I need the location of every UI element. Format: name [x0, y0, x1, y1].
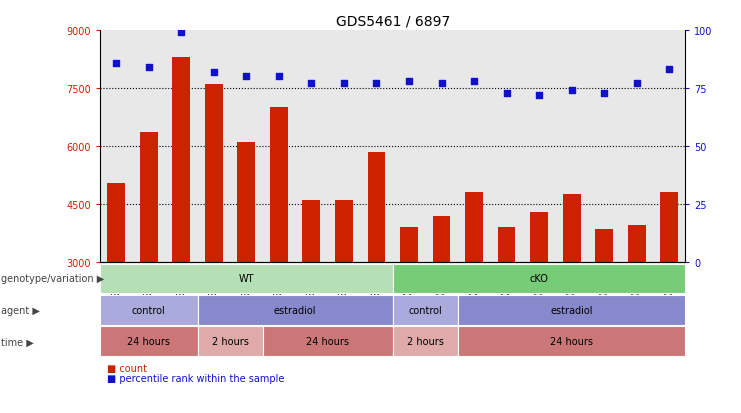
- Bar: [498, 228, 516, 262]
- Text: 2 hours: 2 hours: [212, 337, 248, 347]
- Title: GDS5461 / 6897: GDS5461 / 6897: [336, 14, 450, 28]
- Point: [534, 93, 545, 99]
- Bar: [302, 201, 320, 262]
- Text: genotype/variation ▶: genotype/variation ▶: [1, 274, 104, 284]
- Text: cKO: cKO: [530, 274, 548, 284]
- Text: 2 hours: 2 hours: [407, 337, 444, 347]
- Bar: [530, 212, 548, 262]
- Text: agent ▶: agent ▶: [1, 305, 40, 315]
- Point: [143, 65, 155, 71]
- Text: 24 hours: 24 hours: [127, 337, 170, 347]
- Text: ■ percentile rank within the sample: ■ percentile rank within the sample: [107, 373, 285, 383]
- Point: [273, 74, 285, 81]
- Point: [370, 81, 382, 88]
- Point: [176, 30, 187, 37]
- Bar: [400, 228, 418, 262]
- Bar: [465, 193, 483, 262]
- Point: [305, 81, 317, 88]
- Bar: [562, 195, 580, 262]
- Text: control: control: [132, 305, 166, 315]
- Point: [110, 60, 122, 66]
- Text: control: control: [408, 305, 442, 315]
- Point: [468, 78, 480, 85]
- Text: 24 hours: 24 hours: [306, 337, 349, 347]
- Point: [565, 88, 577, 95]
- Bar: [368, 152, 385, 262]
- Point: [208, 69, 220, 76]
- Text: estradiol: estradiol: [274, 305, 316, 315]
- Point: [338, 81, 350, 88]
- Bar: [140, 133, 158, 262]
- Point: [436, 81, 448, 88]
- Point: [631, 81, 642, 88]
- Point: [403, 78, 415, 85]
- Text: 24 hours: 24 hours: [550, 337, 593, 347]
- Bar: [173, 58, 190, 262]
- Point: [663, 67, 675, 74]
- Point: [598, 90, 610, 97]
- Text: ■ count: ■ count: [107, 363, 147, 373]
- Bar: [335, 201, 353, 262]
- Bar: [433, 216, 451, 262]
- Bar: [660, 193, 678, 262]
- Text: estradiol: estradiol: [551, 305, 593, 315]
- Bar: [628, 225, 645, 262]
- Text: WT: WT: [239, 274, 254, 284]
- Bar: [205, 85, 223, 262]
- Bar: [595, 230, 613, 262]
- Text: time ▶: time ▶: [1, 337, 34, 347]
- Point: [501, 90, 513, 97]
- Bar: [237, 143, 256, 262]
- Bar: [107, 183, 125, 262]
- Point: [240, 74, 252, 81]
- Bar: [270, 108, 288, 262]
